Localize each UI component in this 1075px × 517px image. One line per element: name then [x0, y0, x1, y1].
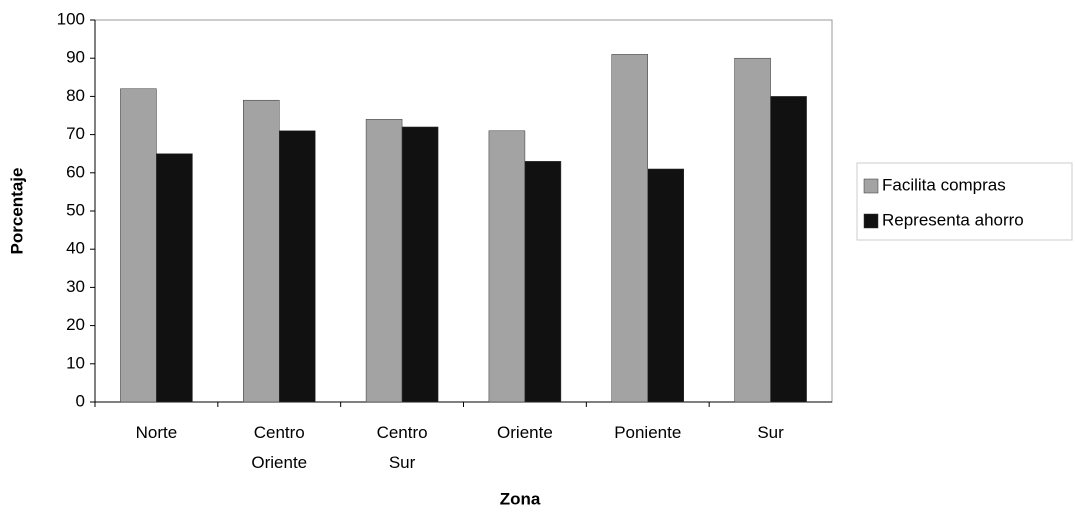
x-tick-label: Oriente [497, 423, 553, 442]
bar [647, 168, 684, 403]
y-tick-label: 10 [66, 353, 85, 372]
bar [611, 54, 648, 403]
bar [120, 88, 157, 403]
legend-swatch [863, 178, 879, 194]
y-tick-label: 90 [66, 48, 85, 67]
x-tick-label: Centro Oriente [251, 423, 307, 472]
bar [365, 119, 403, 403]
y-tick-label: 80 [66, 86, 85, 105]
y-axis-title: Porcentaje [7, 168, 26, 255]
bar [770, 96, 807, 403]
legend-label: Facilita compras [882, 175, 1006, 194]
legend-box [856, 162, 1073, 241]
x-axis-title: Zona [500, 489, 541, 508]
y-tick-label: 100 [57, 9, 85, 28]
bar [156, 153, 193, 403]
bar [488, 130, 526, 403]
x-tick-label: Norte [136, 423, 178, 442]
x-tick-label: Centro Sur [377, 423, 428, 472]
x-tick-label: Sur [757, 423, 784, 442]
y-tick-label: 30 [66, 277, 85, 296]
y-tick-label: 20 [66, 315, 85, 334]
y-tick-label: 70 [66, 124, 85, 143]
x-tick-label: Poniente [614, 423, 681, 442]
bar [279, 130, 316, 403]
plot-area [94, 19, 833, 403]
bar [524, 161, 562, 403]
y-tick-label: 0 [76, 391, 85, 410]
legend-swatch [863, 213, 879, 229]
y-tick-label: 50 [66, 200, 85, 219]
bar [401, 126, 439, 403]
bar [243, 99, 280, 403]
bar [734, 57, 771, 403]
legend-label: Representa ahorro [882, 210, 1024, 229]
y-tick-label: 40 [66, 239, 85, 258]
y-tick-label: 60 [66, 162, 85, 181]
